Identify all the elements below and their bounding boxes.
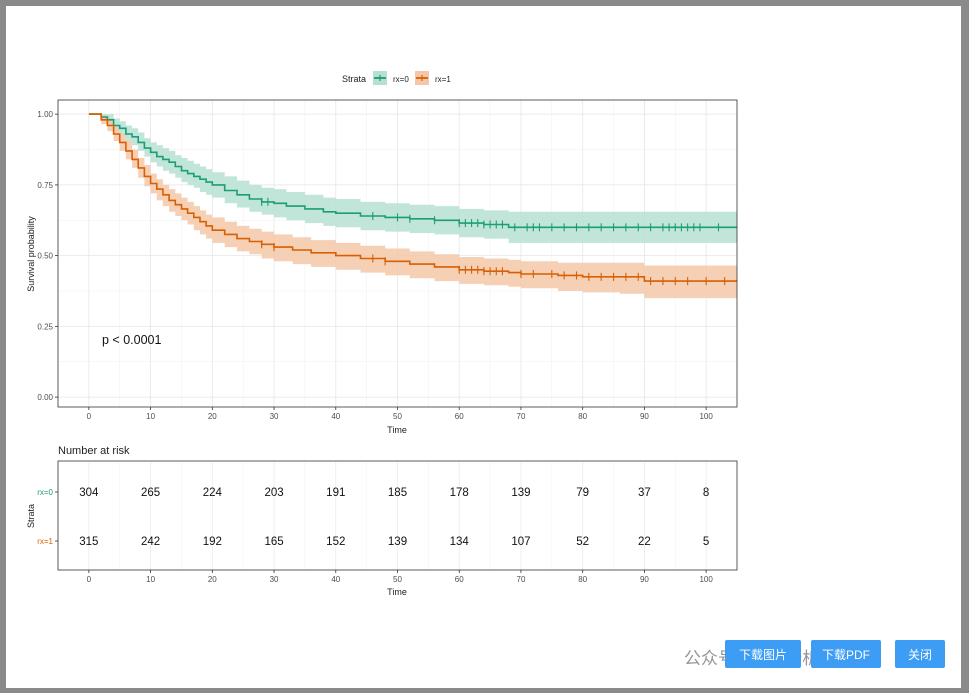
survival-x-ticks: 0 10 20 30 40 50 60 70 80 90 100 <box>87 407 713 421</box>
risk-table-x-ticks: 0 10 20 30 40 50 60 70 80 90 100 <box>87 570 713 584</box>
risk-x-tick-label: 60 <box>455 575 464 584</box>
x-tick-label: 30 <box>270 412 279 421</box>
y-tick-label: 0.00 <box>37 393 53 402</box>
risk-table-cell: 315 <box>79 536 98 548</box>
risk-x-tick-label: 0 <box>87 575 92 584</box>
risk-table-cell: 242 <box>141 536 160 548</box>
risk-row-label-rx=1: rx=1 <box>37 537 53 546</box>
risk-x-tick-label: 100 <box>699 575 713 584</box>
x-tick-label: 0 <box>87 412 92 421</box>
confidence-bands <box>88 114 737 299</box>
risk-table-x-axis-label: Time <box>387 587 407 597</box>
risk-table-cell: 191 <box>326 487 345 499</box>
risk-table-cells: 304 265 224 203 191 185 178 139 79 37 8 315 242 192 16… <box>79 487 709 548</box>
x-tick-label: 80 <box>578 412 587 421</box>
risk-x-tick-label: 90 <box>640 575 649 584</box>
legend-label-rx0: rx=0 <box>393 75 409 84</box>
risk-table-cell: 185 <box>388 487 407 499</box>
risk-row-label-rx=0: rx=0 <box>37 488 53 497</box>
x-tick-label: 20 <box>208 412 217 421</box>
risk-table-cell: 22 <box>638 536 651 548</box>
survival-y-axis-label: Survival probability <box>26 216 36 292</box>
risk-table-cell: 107 <box>511 536 530 548</box>
risk-table-cell: 134 <box>450 536 470 548</box>
risk-table-row-labels: rx=0 rx=1 <box>37 488 58 546</box>
risk-table-cell: 139 <box>388 536 407 548</box>
risk-table-cell: 192 <box>203 536 222 548</box>
survival-y-ticks: 0.00 0.25 0.50 0.75 1.00 <box>37 110 58 402</box>
x-tick-label: 40 <box>331 412 340 421</box>
risk-table-gridlines <box>88 461 707 570</box>
kaplan-meier-chart: Strata rx=0 rx=1 0.00 0.25 0.50 0.75 1.00 0 1… <box>26 71 738 597</box>
x-tick-label: 100 <box>699 412 713 421</box>
risk-table-cell: 203 <box>264 487 283 499</box>
y-tick-label: 0.75 <box>37 181 53 190</box>
risk-x-tick-label: 10 <box>146 575 155 584</box>
x-tick-label: 50 <box>393 412 402 421</box>
x-tick-label: 70 <box>517 412 526 421</box>
p-value-annotation: p < 0.0001 <box>102 333 161 347</box>
risk-table-cell: 37 <box>638 487 651 499</box>
legend-title: Strata <box>342 74 366 84</box>
risk-table-cell: 265 <box>141 487 160 499</box>
risk-table-title: Number at risk <box>58 445 130 457</box>
y-tick-label: 1.00 <box>37 110 53 119</box>
risk-table-cell: 52 <box>576 536 589 548</box>
risk-table-cell: 304 <box>79 487 99 499</box>
legend: Strata rx=0 rx=1 <box>342 71 451 85</box>
risk-table-y-axis-label: Strata <box>26 504 36 528</box>
risk-x-tick-label: 50 <box>393 575 402 584</box>
risk-x-tick-label: 30 <box>270 575 279 584</box>
risk-table-cell: 139 <box>511 487 530 499</box>
x-tick-label: 60 <box>455 412 464 421</box>
survival-x-axis-label: Time <box>387 425 407 435</box>
risk-table-cell: 8 <box>703 487 709 499</box>
y-tick-label: 0.50 <box>37 252 53 261</box>
risk-table-cell: 79 <box>576 487 589 499</box>
legend-label-rx1: rx=1 <box>435 75 451 84</box>
risk-table-cell: 5 <box>703 536 709 548</box>
risk-x-tick-label: 80 <box>578 575 587 584</box>
close-button[interactable]: 关闭 <box>895 640 945 668</box>
risk-x-tick-label: 20 <box>208 575 217 584</box>
risk-x-tick-label: 70 <box>517 575 526 584</box>
download-image-button[interactable]: 下载图片 <box>725 640 801 668</box>
risk-table-cell: 178 <box>450 487 469 499</box>
risk-table-cell: 165 <box>264 536 283 548</box>
risk-table-cell: 152 <box>326 536 345 548</box>
x-tick-label: 90 <box>640 412 649 421</box>
confidence-band-rx=0 <box>88 114 737 243</box>
download-pdf-button[interactable]: 下载PDF <box>811 640 881 668</box>
y-tick-label: 0.25 <box>37 322 53 331</box>
x-tick-label: 10 <box>146 412 155 421</box>
confidence-band-rx=1 <box>88 114 737 299</box>
censor-marks <box>261 197 726 286</box>
risk-x-tick-label: 40 <box>331 575 340 584</box>
plot-dialog: Strata rx=0 rx=1 0.00 0.25 0.50 0.75 1.00 0 1… <box>6 6 961 688</box>
risk-table-cell: 224 <box>203 487 223 499</box>
